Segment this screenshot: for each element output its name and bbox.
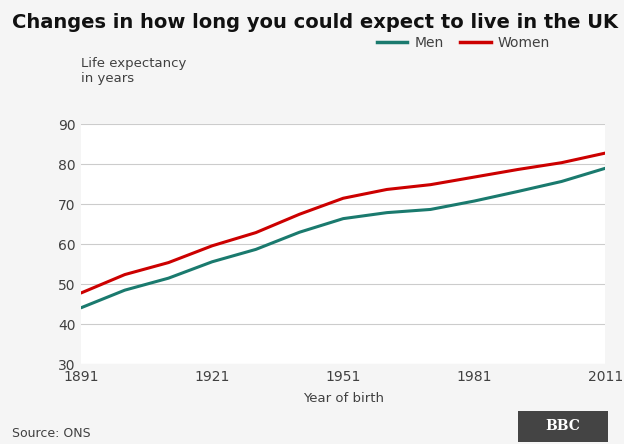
Text: Source: ONS: Source: ONS xyxy=(12,427,91,440)
Legend: Men, Women: Men, Women xyxy=(371,31,555,56)
Text: Changes in how long you could expect to live in the UK: Changes in how long you could expect to … xyxy=(12,13,618,32)
Text: Life expectancy
in years: Life expectancy in years xyxy=(81,57,187,85)
Text: BBC: BBC xyxy=(546,419,580,433)
X-axis label: Year of birth: Year of birth xyxy=(303,392,384,405)
